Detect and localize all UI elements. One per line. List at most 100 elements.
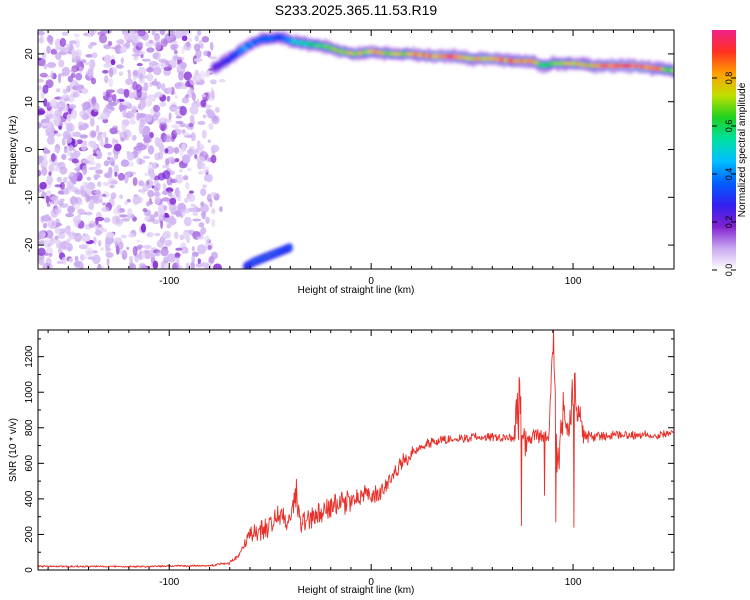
snr-background: [38, 330, 674, 570]
noise-blob: [103, 143, 113, 149]
noise-blob: [108, 77, 114, 88]
noise-blob: [168, 59, 177, 69]
colorbar-tick-label: 0.6: [724, 120, 734, 133]
noise-blob: [140, 159, 146, 164]
noise-blob: [82, 159, 89, 164]
noise-blob: [197, 120, 206, 125]
noise-blob: [97, 181, 102, 188]
noise-blob: [156, 209, 165, 219]
noise-blob: [115, 39, 124, 44]
noise-blob: [71, 109, 77, 120]
noise-blob: [71, 158, 79, 164]
spectrogram-noise-field: [38, 30, 226, 269]
noise-blob: [108, 97, 113, 102]
noise-blob: [65, 243, 72, 248]
noise-blob: [197, 244, 207, 255]
noise-blob: [154, 195, 161, 205]
noise-blob: [195, 49, 202, 59]
noise-blob: [65, 43, 70, 49]
noise-blob: [133, 147, 142, 154]
noise-blob: [175, 210, 183, 217]
x-tick-label: -100: [159, 276, 179, 287]
noise-blob: [102, 182, 110, 186]
noise-blob: [111, 137, 116, 146]
noise-blob: [119, 194, 124, 200]
noise-blob: [65, 213, 74, 218]
noise-blob: [152, 52, 159, 60]
noise-blob: [98, 33, 108, 44]
noise-blob: [80, 141, 88, 151]
noise-blob: [143, 244, 152, 249]
noise-blob: [173, 54, 179, 61]
noise-blob: [168, 112, 172, 120]
noise-blob: [163, 205, 168, 211]
noise-blob: [153, 104, 160, 113]
noise-blob: [173, 128, 182, 136]
noise-blob: [38, 38, 43, 43]
noise-blob: [142, 155, 151, 159]
noise-blob: [113, 164, 120, 175]
noise-blob: [191, 246, 195, 252]
noise-blob: [144, 172, 150, 177]
noise-blob: [207, 51, 212, 58]
y-tick-label: 200: [24, 526, 35, 543]
noise-blob: [38, 30, 45, 36]
noise-blob: [132, 246, 138, 256]
noise-blob: [85, 70, 93, 76]
noise-blob: [104, 75, 109, 84]
noise-blob: [84, 247, 94, 257]
noise-blob: [106, 112, 111, 118]
noise-blob: [177, 195, 182, 202]
noise-blob: [58, 73, 62, 84]
noise-blob: [119, 104, 128, 111]
noise-blob: [171, 124, 180, 129]
noise-blob: [58, 59, 65, 68]
noise-blob: [121, 123, 127, 132]
noise-blob: [86, 188, 92, 194]
noise-blob: [179, 234, 185, 241]
noise-blob: [48, 164, 55, 173]
noise-blob: [187, 167, 192, 172]
noise-blob: [139, 107, 144, 111]
noise-blob: [152, 260, 159, 269]
noise-blob: [41, 232, 45, 240]
colorbar-tick-label: 0.4: [724, 168, 734, 181]
noise-blob: [107, 156, 111, 160]
noise-blob: [143, 82, 149, 92]
noise-blob: [174, 50, 178, 55]
noise-blob: [87, 154, 94, 164]
noise-blob: [127, 69, 131, 73]
noise-blob: [174, 231, 179, 240]
noise-blob: [129, 255, 134, 262]
noise-blob: [175, 187, 180, 198]
noise-blob: [118, 214, 128, 218]
noise-blob: [169, 202, 177, 213]
noise-blob: [155, 41, 162, 51]
noise-blob: [78, 244, 88, 250]
noise-blob: [38, 257, 45, 266]
noise-blob: [200, 188, 207, 197]
noise-blob: [70, 68, 78, 73]
noise-blob: [147, 145, 155, 155]
noise-blob: [139, 99, 146, 110]
noise-blob: [131, 53, 141, 57]
y-tick-label: 1200: [24, 345, 35, 368]
noise-blob: [160, 219, 164, 229]
noise-blob: [69, 152, 74, 158]
noise-blob: [45, 229, 54, 239]
noise-blob: [120, 57, 125, 64]
noise-blob: [79, 253, 85, 262]
noise-blob: [205, 69, 210, 78]
noise-blob: [179, 205, 184, 210]
noise-blob: [54, 227, 61, 234]
noise-blob: [189, 105, 199, 115]
noise-blob: [75, 72, 83, 81]
noise-blob: [38, 169, 42, 177]
noise-blob: [174, 158, 180, 163]
noise-blob: [103, 217, 111, 223]
noise-blob: [102, 91, 107, 96]
noise-blob: [155, 251, 161, 257]
noise-blob: [120, 234, 127, 239]
noise-blob: [184, 30, 189, 35]
